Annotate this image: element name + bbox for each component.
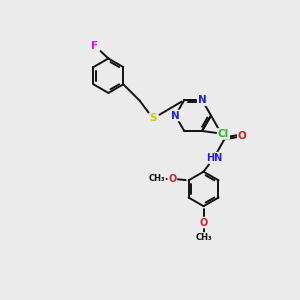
Text: S: S bbox=[149, 113, 157, 124]
Text: F: F bbox=[92, 41, 99, 51]
Text: N: N bbox=[198, 95, 206, 105]
Text: O: O bbox=[238, 131, 247, 141]
Text: N: N bbox=[171, 110, 180, 121]
Text: O: O bbox=[200, 218, 208, 227]
Text: CH₃: CH₃ bbox=[148, 174, 165, 183]
Text: CH₃: CH₃ bbox=[195, 233, 212, 242]
Text: HN: HN bbox=[206, 153, 222, 163]
Text: Cl: Cl bbox=[218, 129, 229, 139]
Text: O: O bbox=[168, 174, 176, 184]
